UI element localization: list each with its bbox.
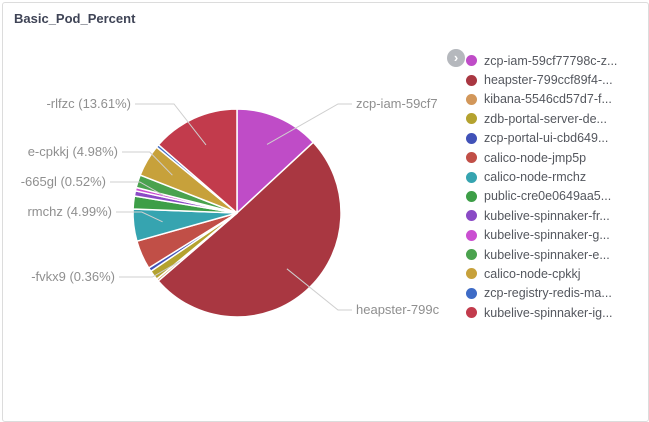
- legend-item-9[interactable]: kubelive-spinnaker-fr...: [466, 206, 645, 225]
- legend-color-dot: [466, 171, 477, 183]
- legend-color-dot: [466, 287, 477, 299]
- pie-callout-label: heapster-799c: [356, 302, 440, 317]
- legend-color-dot: [466, 152, 477, 164]
- legend-label: calico-node-cpkkj: [484, 266, 581, 281]
- legend-label: zcp-iam-59cf77798c-z...: [484, 53, 618, 68]
- pie-callout-line: [286, 268, 352, 311]
- legend-item-13[interactable]: zcp-registry-redis-ma...: [466, 284, 645, 303]
- pie-callout-line: [135, 103, 207, 146]
- pie-chart: -rlfzc (13.61%) e-cpkkj (4.98%) -665gl (0.…: [21, 96, 440, 318]
- pie-callout-label: zcp-iam-59cf7: [356, 96, 438, 111]
- legend-label: zdb-portal-server-de...: [484, 111, 607, 126]
- legend-label: zcp-registry-redis-ma...: [484, 286, 612, 301]
- legend-item-7[interactable]: calico-node-rmchz: [466, 167, 645, 186]
- legend-scroll-button[interactable]: ›: [447, 49, 465, 67]
- pie-callout-label: -rlfzc (13.61%): [46, 96, 131, 111]
- chevron-right-icon: ›: [453, 49, 459, 65]
- legend-label: public-cre0e0649aa5...: [484, 189, 612, 204]
- legend-label: calico-node-jmp5p: [484, 150, 587, 165]
- legend-color-dot: [466, 190, 477, 202]
- legend-item-14[interactable]: kubelive-spinnaker-ig...: [466, 303, 645, 322]
- legend-color-dot: [466, 74, 477, 86]
- legend-color-dot: [466, 210, 477, 222]
- legend-color-dot: [466, 307, 477, 319]
- legend-item-3[interactable]: kibana-5546cd57d7-f...: [466, 90, 645, 109]
- pie-slice-2[interactable]: [157, 141, 342, 318]
- legend-color-dot: [466, 132, 477, 144]
- legend-color-dot: [466, 55, 477, 67]
- pie-callout-line: [110, 181, 165, 197]
- legend-item-1[interactable]: zcp-iam-59cf77798c-z...: [466, 51, 645, 70]
- pie-callout-line: [116, 211, 163, 223]
- legend-label: kibana-5546cd57d7-f...: [484, 92, 612, 107]
- legend-label: zcp-portal-ui-cbd649...: [484, 131, 609, 146]
- pie-callout-label: -fvkx9 (0.36%): [31, 269, 115, 284]
- legend-item-2[interactable]: heapster-799ccf89f4-...: [466, 70, 645, 89]
- pie-callout-line: [119, 260, 181, 278]
- legend-label: heapster-799ccf89f4-...: [484, 73, 613, 88]
- legend-item-4[interactable]: zdb-portal-server-de...: [466, 109, 645, 128]
- pie-callout-label: e-cpkkj (4.98%): [28, 144, 118, 159]
- pie-callout-line: [266, 103, 352, 145]
- legend: zcp-iam-59cf77798c-z... heapster-799ccf89…: [466, 51, 645, 322]
- legend-item-12[interactable]: calico-node-cpkkj: [466, 264, 645, 283]
- legend-color-dot: [466, 268, 477, 280]
- legend-label: kubelive-spinnaker-fr...: [484, 208, 610, 223]
- legend-label: calico-node-rmchz: [484, 170, 587, 185]
- pie-slice-14[interactable]: [157, 108, 238, 214]
- pie-callout-line: [122, 151, 173, 176]
- panel-header[interactable]: Basic_Pod_Percent: [3, 3, 648, 40]
- legend-color-dot: [466, 249, 477, 261]
- pie-callout-label: -665gl (0.52%): [21, 174, 106, 189]
- panel-title: Basic_Pod_Percent: [14, 11, 136, 26]
- pie-callout-label: rmchz (4.99%): [27, 204, 112, 219]
- legend-color-dot: [466, 93, 477, 105]
- legend-item-11[interactable]: kubelive-spinnaker-e...: [466, 245, 645, 264]
- pie-slice-1[interactable]: [236, 108, 315, 214]
- legend-label: kubelive-spinnaker-e...: [484, 247, 610, 262]
- legend-item-6[interactable]: calico-node-jmp5p: [466, 148, 645, 167]
- legend-label: kubelive-spinnaker-ig...: [484, 305, 613, 320]
- panel-body: -rlfzc (13.61%) e-cpkkj (4.98%) -665gl (0.…: [3, 33, 648, 421]
- legend-color-dot: [466, 113, 477, 125]
- legend-item-5[interactable]: zcp-portal-ui-cbd649...: [466, 129, 645, 148]
- legend-item-8[interactable]: public-cre0e0649aa5...: [466, 187, 645, 206]
- legend-label: kubelive-spinnaker-g...: [484, 228, 610, 243]
- legend-color-dot: [466, 229, 477, 241]
- legend-item-10[interactable]: kubelive-spinnaker-g...: [466, 226, 645, 245]
